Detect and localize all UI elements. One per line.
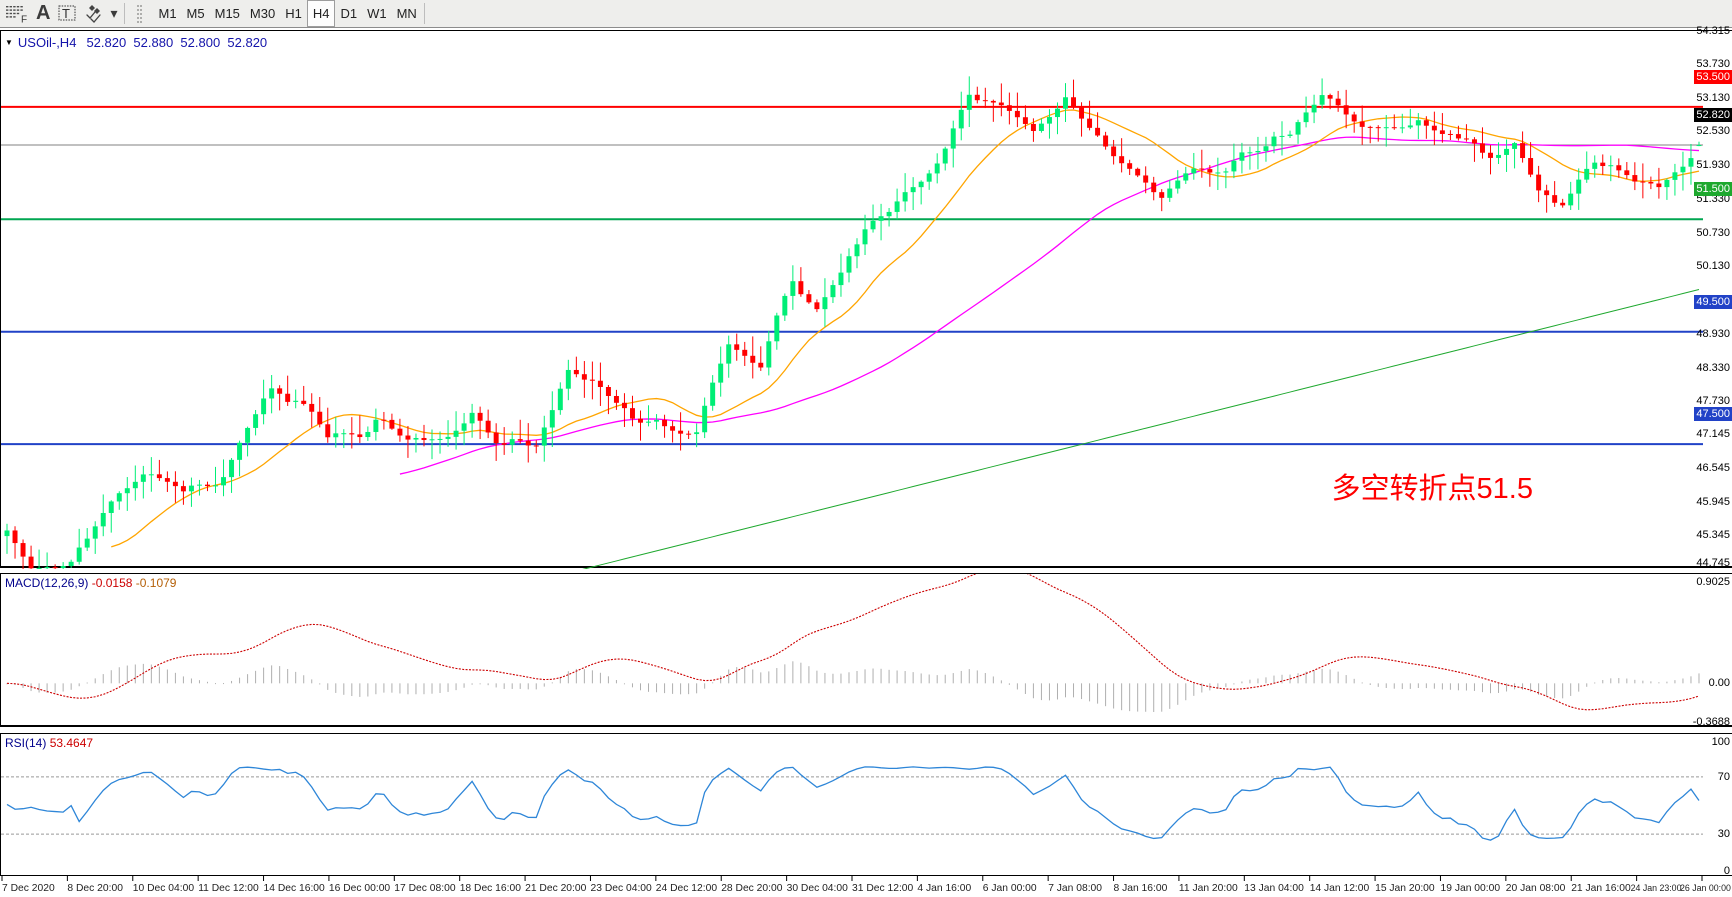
svg-text:T: T bbox=[62, 6, 70, 21]
svg-text:F: F bbox=[21, 14, 27, 23]
